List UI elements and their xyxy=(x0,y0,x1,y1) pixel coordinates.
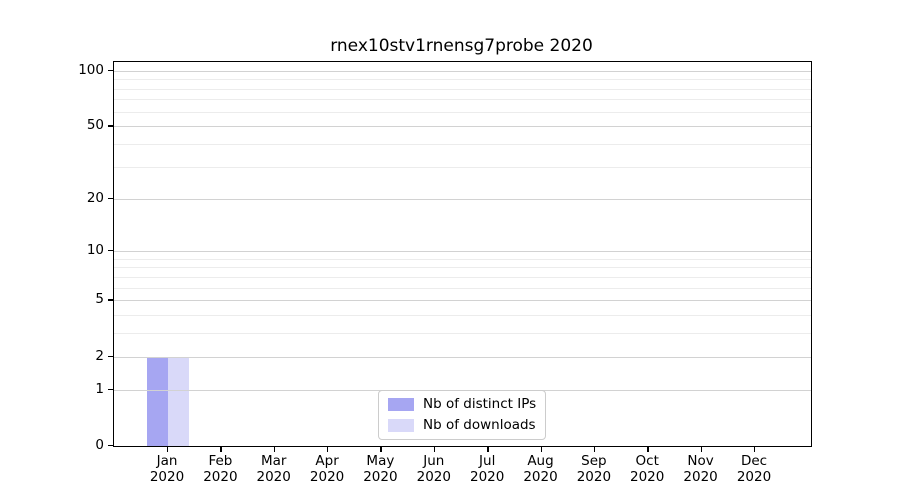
y-tick-mark xyxy=(108,250,113,252)
gridline-minor xyxy=(114,315,811,317)
x-tick-label-dec: Dec 2020 xyxy=(736,453,772,485)
y-tick-mark xyxy=(108,355,113,358)
y-tick-label: 10 xyxy=(86,242,104,258)
x-tick-label-sep: Sep 2020 xyxy=(576,453,612,485)
legend-swatch-nb-of-distinct-ips xyxy=(388,398,414,411)
x-tick-mark xyxy=(380,447,382,452)
legend-row: Nb of downloads xyxy=(388,418,536,433)
bar-nb-of-downloads-jan-2020 xyxy=(168,356,189,446)
y-tick-mark xyxy=(108,388,113,390)
x-tick-label-oct: Oct 2020 xyxy=(630,453,665,485)
y-tick-label: 50 xyxy=(86,117,104,134)
x-tick-mark xyxy=(487,447,489,452)
x-tick-mark xyxy=(433,447,436,452)
legend-label: Nb of distinct IPs xyxy=(423,396,537,412)
x-tick-label-aug: Aug 2020 xyxy=(523,453,558,485)
x-tick-mark xyxy=(540,447,542,452)
plot-area: Nb of distinct IPs Nb of downloads xyxy=(113,61,812,447)
x-tick-label-may: May 2020 xyxy=(363,453,398,485)
gridline-minor xyxy=(114,166,811,168)
x-tick-label-feb: Feb 2020 xyxy=(203,453,238,485)
gridline-major xyxy=(114,198,811,200)
y-tick-label: 1 xyxy=(95,380,104,397)
x-tick-mark xyxy=(593,447,596,452)
x-tick-label-jul: Jul 2020 xyxy=(470,453,505,485)
x-tick-label-jan: Jan 2020 xyxy=(149,453,185,485)
y-tick-label: 2 xyxy=(95,347,104,364)
x-tick-label-mar: Mar 2020 xyxy=(256,453,291,485)
y-tick-label: 0 xyxy=(95,437,104,453)
x-tick-mark xyxy=(647,447,649,452)
x-tick-mark xyxy=(167,447,169,452)
legend-swatch-nb-of-downloads xyxy=(388,419,414,432)
x-tick-mark xyxy=(220,447,222,452)
y-tick-mark xyxy=(108,197,113,199)
legend-row: Nb of distinct IPs xyxy=(388,397,536,412)
y-tick-mark xyxy=(108,445,113,447)
x-tick-label-nov: Nov 2020 xyxy=(683,453,718,485)
gridline-major xyxy=(114,251,811,252)
y-tick-mark xyxy=(108,299,113,301)
y-tick-mark xyxy=(108,69,113,72)
gridline-minor xyxy=(114,99,811,101)
gridline-minor xyxy=(114,267,811,269)
legend-label: Nb of downloads xyxy=(423,417,536,433)
x-tick-mark xyxy=(327,447,329,452)
bar-nb-of-distinct-ips-jan-2020 xyxy=(147,356,168,446)
chart-title: rnex10stv1rnensg7probe 2020 xyxy=(330,36,593,56)
gridline-minor xyxy=(114,88,811,90)
gridline-major xyxy=(114,126,811,128)
gridline-major xyxy=(114,300,811,302)
x-tick-mark xyxy=(700,447,702,452)
x-tick-mark xyxy=(754,447,756,452)
y-tick-mark xyxy=(108,125,113,127)
x-tick-label-apr: Apr 2020 xyxy=(309,453,345,485)
gridline-minor xyxy=(114,258,811,260)
gridline-minor xyxy=(114,333,811,335)
gridline-minor xyxy=(114,287,811,289)
x-tick-label-jun: Jun 2020 xyxy=(416,453,451,485)
gridline-minor xyxy=(114,144,811,146)
gridline-minor xyxy=(114,111,811,113)
y-tick-label: 20 xyxy=(86,189,104,206)
gridline-major xyxy=(114,356,811,358)
legend: Nb of distinct IPs Nb of downloads xyxy=(378,390,547,440)
gridline-major xyxy=(114,70,811,72)
gridline-minor xyxy=(114,276,811,278)
gridline-minor xyxy=(114,79,811,81)
y-tick-label: 5 xyxy=(95,291,104,308)
y-tick-label: 100 xyxy=(78,61,104,78)
x-tick-mark xyxy=(273,447,276,452)
